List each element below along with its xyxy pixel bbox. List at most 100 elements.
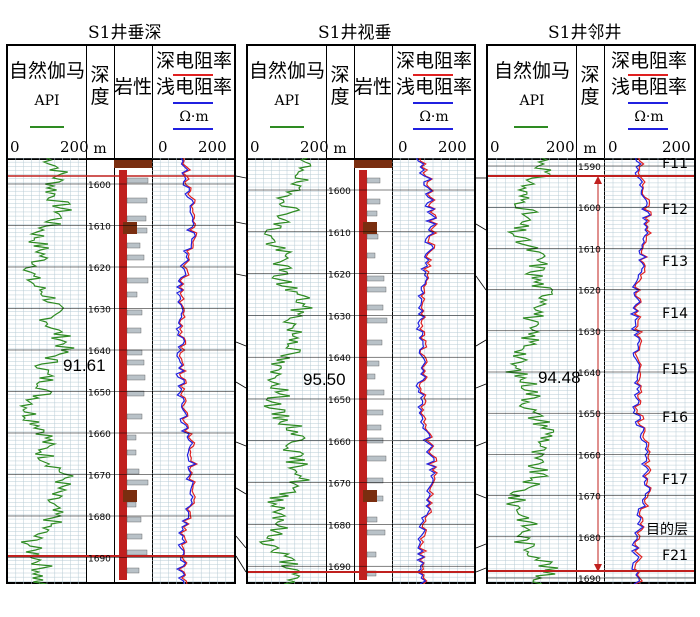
deep-res-label: 深电阻率 xyxy=(610,50,687,72)
arrow-down-icon xyxy=(594,564,602,572)
value-label: 94.48 xyxy=(538,368,581,387)
lith-block xyxy=(366,339,383,346)
correlation-line xyxy=(475,223,487,231)
lith-block xyxy=(366,198,381,205)
deep-legend-line xyxy=(628,74,668,76)
gamma-label: 自然伽马 xyxy=(493,60,570,82)
value-label: 95.50 xyxy=(303,370,346,389)
depth-tick-label: 1590 xyxy=(578,163,601,173)
log-frame: 自然伽马 API 0 200 深度 m 岩性 深电阻率 浅电阻率 Ω·m 0 2… xyxy=(246,44,476,584)
res-unit: Ω·m xyxy=(179,109,209,125)
depth-tick-label: 1620 xyxy=(578,287,601,297)
deep-res-label: 深电阻率 xyxy=(155,50,232,72)
lith-block xyxy=(366,516,378,523)
deep-resistivity-curve xyxy=(178,158,199,584)
depth-tick-label: 1690 xyxy=(328,563,351,573)
lith-block xyxy=(126,468,140,475)
lith-brown-block xyxy=(363,222,377,234)
shallow-legend-line xyxy=(413,102,453,104)
deep-legend-line xyxy=(413,74,453,76)
correlation-line xyxy=(235,175,247,179)
lith-block xyxy=(366,529,386,536)
correlation-line xyxy=(475,543,487,549)
lith-block xyxy=(126,434,137,441)
lith-block xyxy=(126,567,140,574)
depth-tick-label: 1680 xyxy=(88,513,111,523)
shallow-resistivity-curve xyxy=(629,158,652,584)
lith-block xyxy=(366,177,381,184)
layer-label: F16 xyxy=(662,410,688,426)
deep-resistivity-curve xyxy=(418,158,439,584)
log-header: 自然伽马 API 0 200 深度 m 岩性 深电阻率 浅电阻率 Ω·m 0 2… xyxy=(248,46,474,160)
lith-block xyxy=(126,309,143,316)
correlation-line xyxy=(235,273,247,277)
gamma-label: 自然伽马 xyxy=(248,60,325,82)
depth-tick-label: 1630 xyxy=(578,328,601,338)
lith-top-cap xyxy=(354,160,392,168)
shallow-resistivity-curve xyxy=(415,158,438,584)
res-unit-underline xyxy=(413,128,453,130)
res-scale-min: 0 xyxy=(608,138,618,156)
res-unit-underline xyxy=(628,128,668,130)
gamma-scale-min: 0 xyxy=(490,138,500,156)
lith-block xyxy=(366,373,376,380)
correlation-line xyxy=(235,381,247,389)
shallow-resistivity-curve xyxy=(175,158,197,584)
value-label: 91.61 xyxy=(63,356,106,375)
lith-brown-block xyxy=(123,222,137,234)
panel-title: S1井邻井 xyxy=(548,23,622,43)
log-plot: 1600 1610 1620 1630 1640 1650 1660 1670 1680 1690 xyxy=(248,158,474,584)
lith-block xyxy=(366,360,380,367)
lith-block xyxy=(366,286,387,293)
layer-label: F14 xyxy=(662,306,688,322)
lith-block xyxy=(366,317,388,324)
correlation-line xyxy=(235,535,247,549)
arrow-up-icon xyxy=(594,176,602,184)
lith-block xyxy=(126,516,142,523)
lith-label: 岩性 xyxy=(354,76,393,98)
depth-tick-label: 1620 xyxy=(328,271,351,281)
lith-block xyxy=(366,424,382,431)
gamma-label: 自然伽马 xyxy=(8,60,85,82)
res-scale-min: 0 xyxy=(398,138,408,156)
log-header: 自然伽马 API 0 200 深度 m 岩性 深电阻率 浅电阻率 Ω·m 0 2… xyxy=(8,46,234,160)
depth-tick-label: 1660 xyxy=(88,430,111,440)
lith-block xyxy=(366,455,387,462)
gamma-unit: API xyxy=(519,93,545,109)
lith-block xyxy=(126,533,143,540)
log-frame: 自然伽马 API 0 200 深度 m 深电阻率 浅电阻率 Ω·m 0 200 xyxy=(486,44,696,584)
lith-block xyxy=(366,275,385,282)
lith-brown-block xyxy=(363,490,377,502)
depth-tick-label: 1680 xyxy=(328,521,351,531)
depth-tick-label: 1670 xyxy=(88,472,111,482)
res-scale-min: 0 xyxy=(158,138,168,156)
depth-tick-label: 1690 xyxy=(88,555,111,565)
gamma-scale-max: 200 xyxy=(60,138,89,156)
correlation-line xyxy=(475,441,487,447)
lith-brown-block xyxy=(123,490,137,502)
depth-tick-label: 1650 xyxy=(328,396,351,406)
lith-block xyxy=(126,197,148,204)
depth-tick-label: 1610 xyxy=(578,245,601,255)
depth-tick-label: 1620 xyxy=(88,264,111,274)
gamma-legend-line xyxy=(270,126,304,128)
shallow-legend-line xyxy=(628,102,668,104)
depth-tick-label: 1660 xyxy=(578,451,601,461)
depth-tick-label: 1680 xyxy=(578,534,601,544)
gamma-curve xyxy=(505,158,559,584)
lith-block xyxy=(366,409,384,416)
layer-label: F17 xyxy=(662,472,688,488)
deep-resistivity-curve xyxy=(633,158,653,584)
correlation-line xyxy=(475,493,487,499)
lith-block xyxy=(126,327,142,334)
lith-block xyxy=(126,390,145,397)
lith-column xyxy=(119,170,127,580)
depth-tick-label: 1670 xyxy=(328,480,351,490)
lith-block xyxy=(366,304,384,311)
panel-title: S1井垂深 xyxy=(88,23,162,43)
gamma-curve xyxy=(258,158,313,584)
depth-tick-label: 1610 xyxy=(328,229,351,239)
lith-block xyxy=(366,252,376,259)
lith-block xyxy=(126,277,149,284)
lith-block xyxy=(126,374,146,381)
